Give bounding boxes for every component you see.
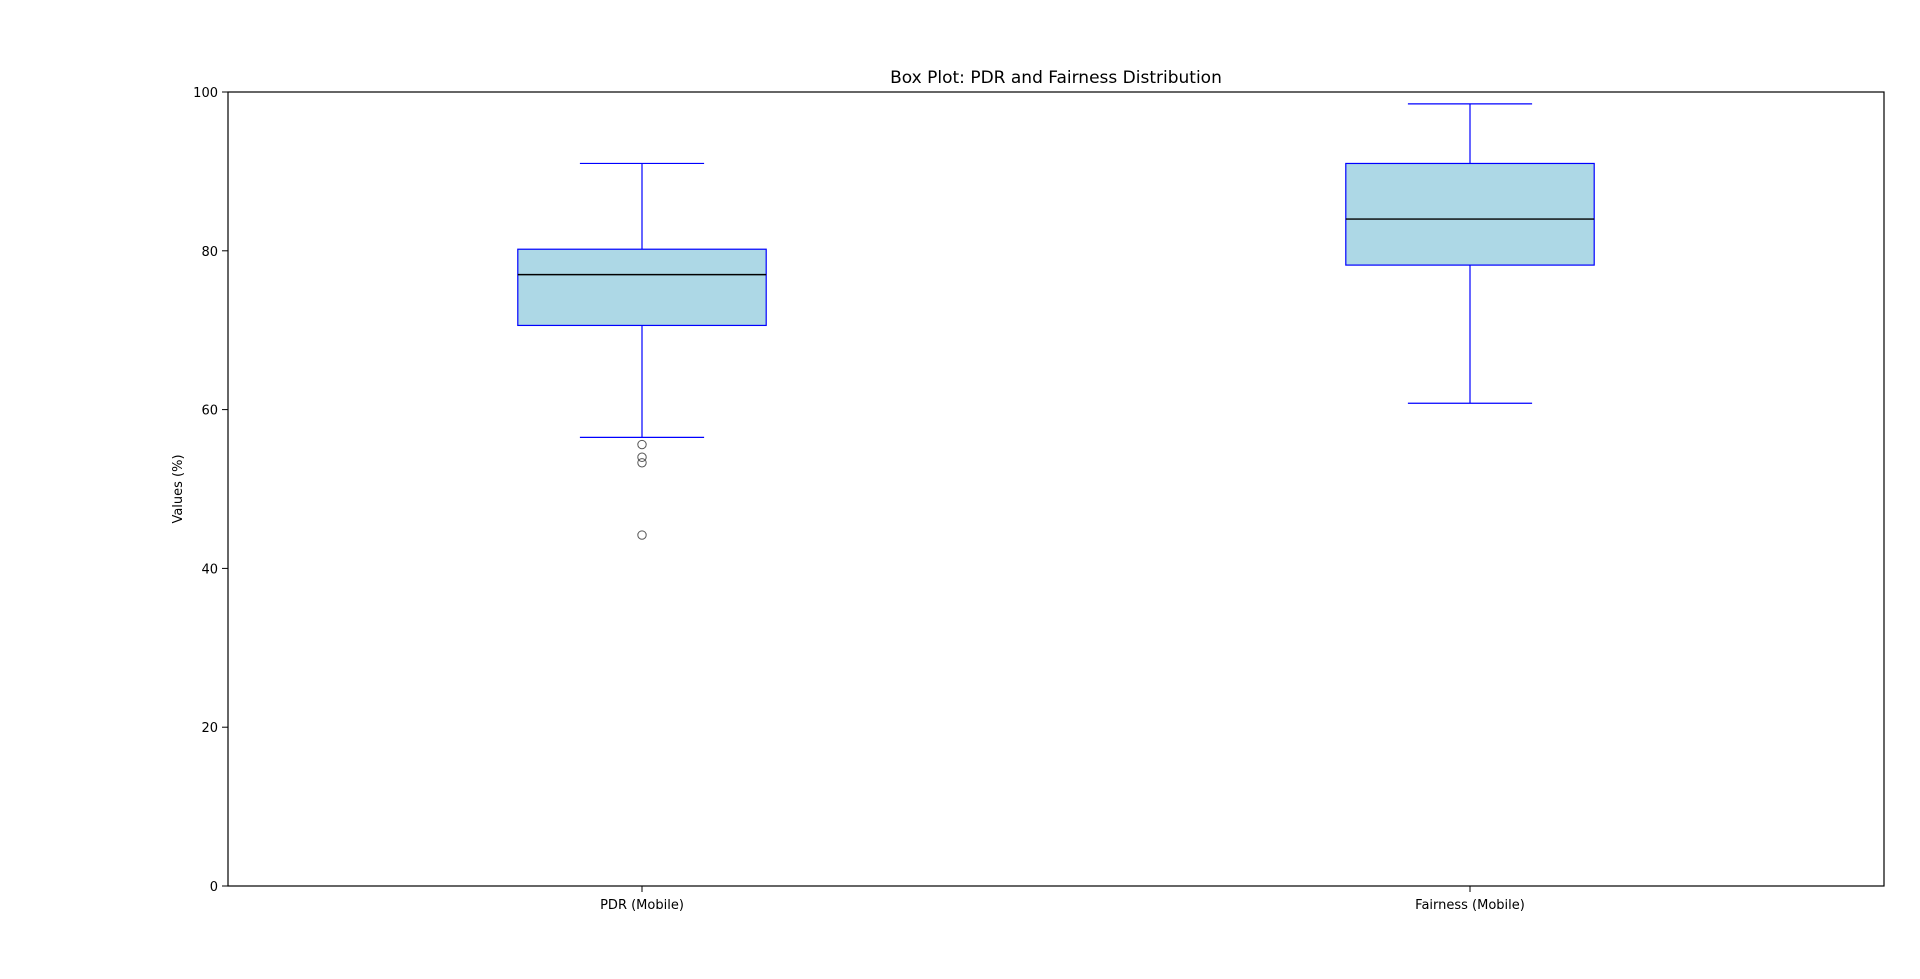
- outlier-point: [637, 530, 647, 540]
- outlier-point: [637, 439, 647, 450]
- y-tick-label: 40: [201, 562, 218, 577]
- plot-frame: [227, 91, 1885, 887]
- y-tick-label: 100: [193, 86, 218, 101]
- iqr-box: [517, 248, 767, 327]
- y-axis-ticks: 0 20 40 60 80 100: [193, 86, 228, 895]
- outlier-point: [637, 458, 647, 468]
- outlier-point: [637, 452, 647, 462]
- x-tick-label: Fairness (Mobile): [1415, 898, 1525, 913]
- y-axis-label: Values (%): [171, 454, 186, 523]
- y-tick-label: 20: [201, 721, 218, 736]
- y-tick-label: 80: [201, 245, 218, 260]
- axes: [227, 91, 1885, 887]
- y-tick-label: 0: [210, 880, 218, 895]
- box-group: Fairness (Mobile): [1345, 103, 1595, 913]
- iqr-box: [1345, 162, 1595, 266]
- y-tick-label: 60: [201, 404, 218, 419]
- chart-labels: Box Plot: PDR and Fairness Distribution …: [171, 68, 1222, 524]
- boxes: PDR (Mobile) Fairness (Mobile): [517, 103, 1595, 913]
- box-group: PDR (Mobile): [517, 162, 767, 913]
- x-tick-label: PDR (Mobile): [600, 898, 684, 913]
- chart-title: Box Plot: PDR and Fairness Distribution: [890, 68, 1222, 88]
